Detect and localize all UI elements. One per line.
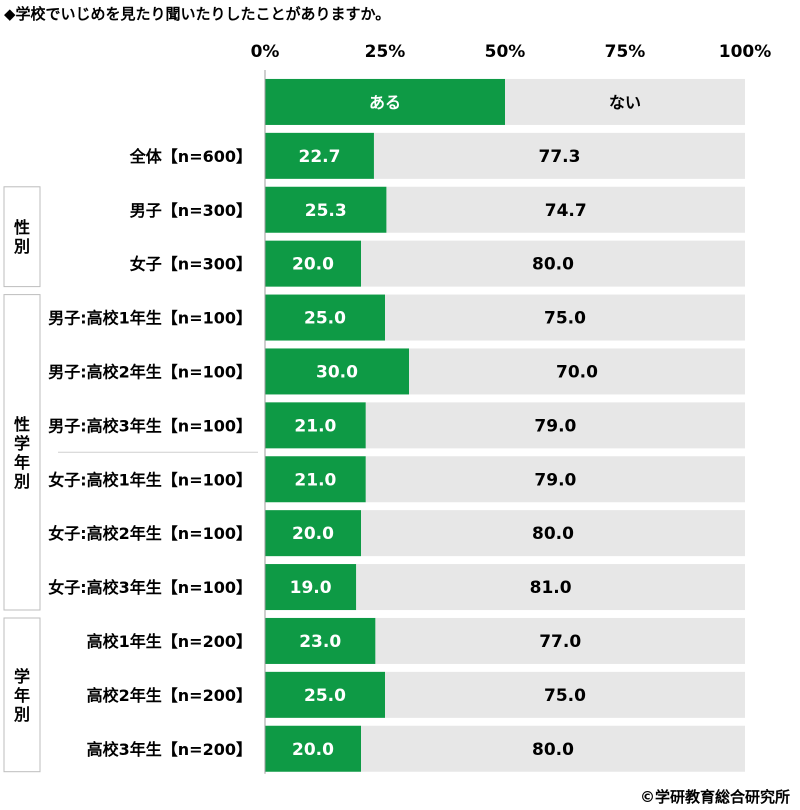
category-label: 男子:高校2年生【n=100】	[48, 362, 252, 381]
bar-segment-yes	[265, 294, 385, 341]
chart-title: ◆学校でいじめを見たり聞いたりしたことがありますか。	[4, 5, 391, 23]
bar-segment-no	[386, 186, 745, 233]
category-label: 女子【n=300】	[130, 255, 252, 274]
data-label-no: 77.3	[539, 147, 581, 167]
data-label-yes: 20.0	[292, 255, 334, 275]
x-tick-label: 25%	[365, 42, 406, 62]
bar-segment-yes	[265, 456, 366, 503]
category-label: 高校3年生【n=200】	[87, 740, 252, 759]
data-label-no: 75.0	[544, 309, 586, 329]
data-label-no: 79.0	[534, 416, 576, 436]
data-label-no: 77.0	[539, 632, 581, 652]
bar-segment-no	[375, 617, 745, 664]
group-label: 性学年別	[14, 415, 30, 491]
bar-segment-no	[361, 240, 745, 287]
data-label-no: 70.0	[556, 362, 598, 382]
bar-segment-yes	[265, 132, 374, 179]
group-box	[3, 186, 41, 288]
bar-segment-no	[361, 725, 745, 772]
legend-label-yes: ある	[369, 93, 401, 112]
bar-segment-yes	[265, 510, 361, 557]
legend-swatch-no	[505, 78, 745, 125]
data-label-no: 80.0	[532, 740, 574, 760]
bar-segment-yes	[265, 671, 385, 718]
bar-segment-no	[373, 132, 745, 179]
group-label: 性別	[14, 218, 30, 256]
category-label: 男子【n=300】	[130, 201, 252, 220]
data-label-yes: 22.7	[299, 147, 341, 167]
category-label: 高校2年生【n=200】	[87, 686, 252, 705]
category-label: 女子:高校3年生【n=100】	[48, 578, 252, 597]
data-label-no: 80.0	[532, 524, 574, 544]
category-label: 男子:高校3年生【n=100】	[48, 416, 252, 435]
data-label-yes: 21.0	[294, 416, 336, 436]
bar-segment-no	[385, 294, 745, 341]
bar-segment-no	[356, 564, 745, 611]
bar-segment-no	[365, 456, 745, 503]
data-label-yes: 25.0	[304, 309, 346, 329]
data-label-yes: 25.0	[304, 686, 346, 706]
bar-segment-no	[365, 402, 745, 449]
category-label: 女子:高校2年生【n=100】	[48, 524, 252, 543]
bar-segment-no	[361, 510, 745, 557]
x-tick-label: 50%	[485, 42, 526, 62]
legend-label-no: ない	[609, 93, 641, 112]
x-tick-label: 0%	[251, 42, 280, 62]
bar-segment-yes	[265, 725, 361, 772]
x-tick-label: 75%	[605, 42, 646, 62]
group-label: 学年別	[14, 667, 30, 724]
group-box	[3, 294, 41, 611]
x-tick-label: 100%	[719, 42, 772, 62]
data-label-yes: 20.0	[292, 524, 334, 544]
data-label-no: 74.7	[545, 201, 587, 221]
data-label-yes: 30.0	[316, 362, 358, 382]
category-label: 女子:高校1年生【n=100】	[48, 470, 252, 489]
data-label-no: 79.0	[534, 470, 576, 490]
category-label: 男子:高校1年生【n=100】	[48, 309, 252, 328]
legend-swatch-yes	[265, 78, 505, 125]
category-label: 全体【n=600】	[129, 147, 252, 166]
data-label-no: 80.0	[532, 255, 574, 275]
bar-segment-yes	[265, 617, 376, 664]
data-label-yes: 19.0	[290, 578, 332, 598]
bar-segment-yes	[265, 564, 357, 611]
copyright-notice: ©学研教育総合研究所	[639, 788, 790, 806]
bar-segment-no	[409, 348, 745, 395]
bar-segment-yes	[265, 348, 409, 395]
data-label-yes: 23.0	[299, 632, 341, 652]
data-label-yes: 20.0	[292, 740, 334, 760]
bar-segment-yes	[265, 186, 387, 233]
category-label: 高校1年生【n=200】	[87, 632, 252, 651]
group-box	[3, 617, 41, 773]
data-label-yes: 21.0	[294, 470, 336, 490]
bar-segment-no	[385, 671, 745, 718]
data-label-no: 75.0	[544, 686, 586, 706]
bar-segment-yes	[265, 402, 366, 449]
bar-segment-yes	[265, 240, 361, 287]
data-label-no: 81.0	[530, 578, 572, 598]
data-label-yes: 25.3	[305, 201, 347, 221]
